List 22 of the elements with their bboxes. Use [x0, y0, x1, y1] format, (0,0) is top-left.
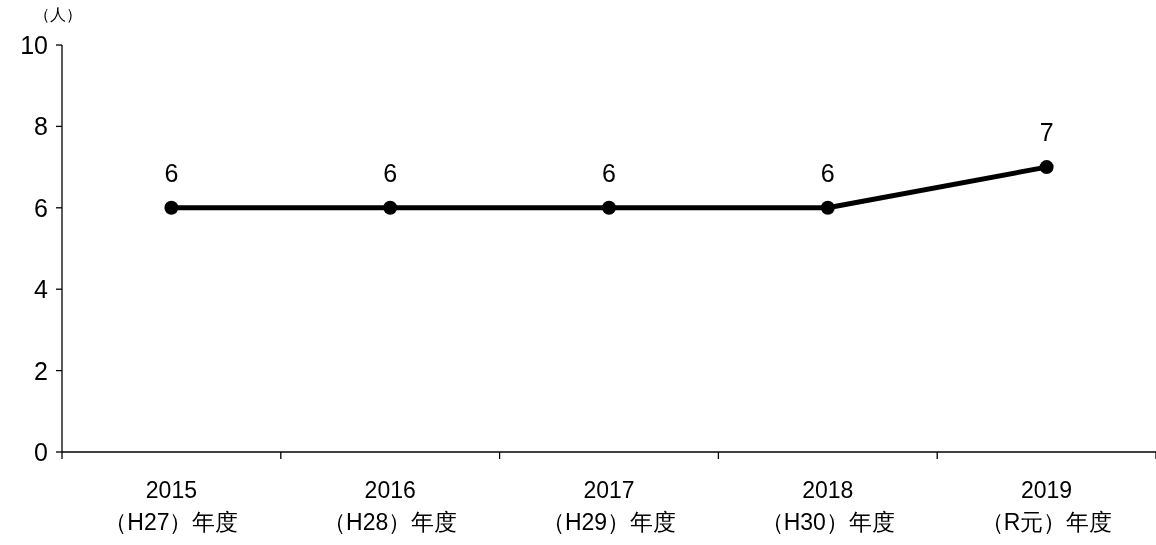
y-tick: 6 — [34, 193, 48, 222]
x-tick: 2018 — [802, 477, 854, 503]
data-label: 7 — [1039, 118, 1054, 147]
data-label: 6 — [383, 158, 398, 187]
x-tick: （H28）年度 — [323, 509, 458, 535]
x-tick: （H30）年度 — [760, 509, 895, 535]
x-tick: 2016 — [364, 477, 416, 503]
y-tick: 0 — [34, 438, 48, 466]
x-tick: （R元）年度 — [980, 509, 1113, 535]
x-tick: （H29）年度 — [541, 509, 677, 535]
y-tick: 2 — [34, 356, 48, 385]
x-tick: （H27）年度 — [104, 509, 239, 535]
x-tick: 2015 — [145, 477, 197, 503]
x-tick: 2017 — [583, 477, 635, 503]
data-label: 6 — [820, 158, 835, 187]
x-tick: 2019 — [1021, 477, 1073, 503]
data-label: 6 — [164, 158, 179, 187]
y-tick: 8 — [34, 112, 48, 141]
data-label: 6 — [602, 158, 616, 187]
y-tick: 10 — [20, 31, 48, 59]
y-tick: 4 — [34, 275, 48, 304]
y-title: （人） — [34, 6, 82, 23]
